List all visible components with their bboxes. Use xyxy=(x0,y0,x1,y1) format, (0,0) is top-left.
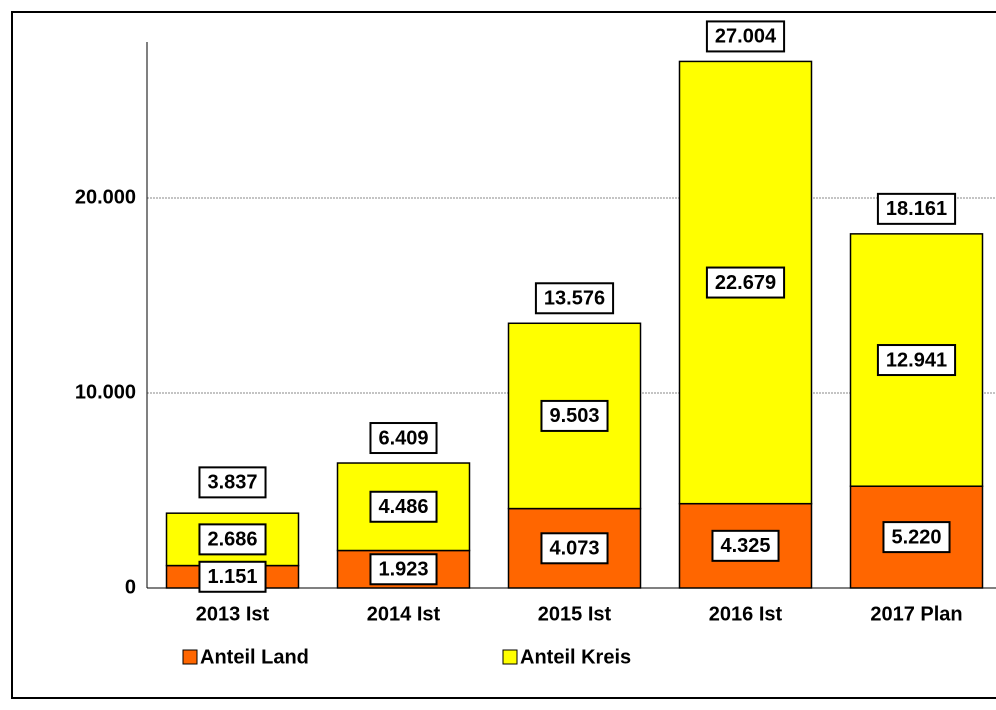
data-label: 5.220 xyxy=(891,526,941,548)
data-label: 27.004 xyxy=(715,26,777,48)
y-tick-label: 20.000 xyxy=(75,186,136,208)
legend-label: Anteil Land xyxy=(200,646,309,668)
label-box xyxy=(198,466,267,499)
data-label: 1.923 xyxy=(378,559,428,581)
chart-frame xyxy=(11,11,996,699)
x-tick-label: 2016 Ist xyxy=(709,603,783,625)
label-box xyxy=(540,532,609,565)
data-label: 1.151 xyxy=(207,566,257,588)
x-tick-label: 2015 Ist xyxy=(538,603,612,625)
label-box xyxy=(876,344,957,377)
y-tick-label: 10.000 xyxy=(75,381,136,403)
y-tick-label: 0 xyxy=(125,576,136,598)
legend-label: Anteil Kreis xyxy=(520,646,631,668)
data-label: 4.325 xyxy=(720,535,770,557)
label-box xyxy=(534,282,615,315)
x-tick-label: 2017 Plan xyxy=(870,603,962,625)
data-label: 4.486 xyxy=(378,496,428,518)
label-box xyxy=(369,422,438,455)
label-box xyxy=(705,266,786,299)
label-box xyxy=(711,529,780,562)
data-label: 3.837 xyxy=(207,472,257,494)
x-tick-label: 2014 Ist xyxy=(367,603,441,625)
data-label: 9.503 xyxy=(549,405,599,427)
label-box xyxy=(876,192,957,225)
label-box xyxy=(198,523,267,556)
label-box xyxy=(882,521,951,554)
data-label: 22.679 xyxy=(715,272,776,294)
data-label: 13.576 xyxy=(544,288,605,310)
label-box xyxy=(198,560,267,593)
data-label: 6.409 xyxy=(378,427,428,449)
label-box xyxy=(705,20,786,53)
label-box xyxy=(540,399,609,432)
legend-swatch xyxy=(502,649,518,665)
label-box xyxy=(369,553,438,586)
data-label: 12.941 xyxy=(886,349,947,371)
label-box xyxy=(369,490,438,523)
data-label: 18.161 xyxy=(886,198,947,220)
x-tick-label: 2013 Ist xyxy=(196,603,270,625)
data-label: 4.073 xyxy=(549,538,599,560)
data-label: 2.686 xyxy=(207,529,257,551)
legend-swatch xyxy=(182,649,198,665)
